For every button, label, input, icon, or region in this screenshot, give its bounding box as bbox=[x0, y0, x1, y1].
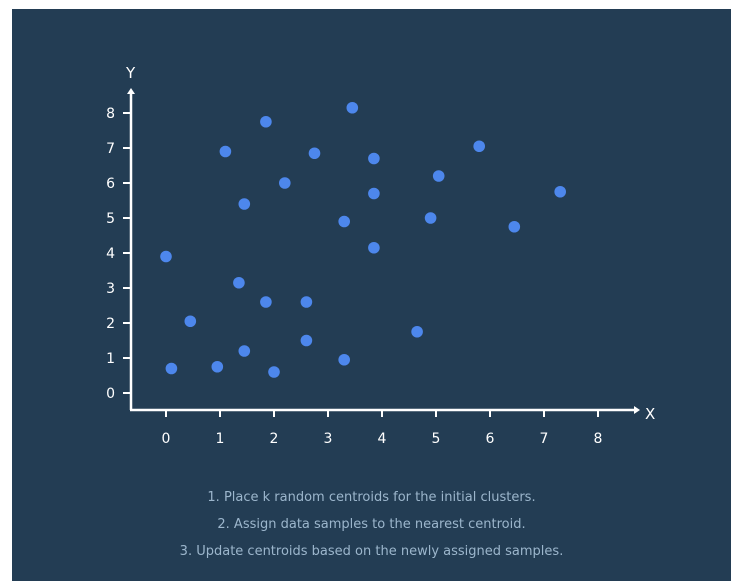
data-point bbox=[268, 366, 280, 378]
y-tick-label: 0 bbox=[106, 386, 115, 402]
x-tick-label: 5 bbox=[432, 431, 441, 447]
x-tick-label: 6 bbox=[486, 431, 495, 447]
data-point bbox=[473, 140, 486, 153]
data-point bbox=[300, 334, 313, 347]
x-tick-label: 1 bbox=[216, 431, 225, 447]
data-point bbox=[368, 152, 380, 165]
x-tick-label: 4 bbox=[378, 431, 387, 447]
data-point bbox=[411, 325, 423, 338]
data-point bbox=[260, 115, 272, 128]
data-point bbox=[300, 296, 313, 308]
y-tick-label: 2 bbox=[106, 316, 115, 332]
data-points bbox=[160, 101, 566, 378]
x-tick-label: 0 bbox=[162, 431, 171, 447]
data-point bbox=[219, 145, 232, 158]
data-point bbox=[368, 241, 380, 254]
x-tick-label: 2 bbox=[270, 431, 279, 447]
data-point bbox=[308, 147, 321, 160]
y-tick-label: 3 bbox=[106, 281, 115, 297]
y-tick-label: 5 bbox=[106, 211, 115, 227]
data-point bbox=[338, 215, 351, 228]
x-axis-title: X bbox=[645, 405, 655, 423]
data-point bbox=[346, 101, 359, 114]
data-point bbox=[238, 345, 251, 357]
y-axis-title: Y bbox=[125, 64, 136, 82]
data-point bbox=[508, 220, 521, 233]
axes: X Y bbox=[125, 64, 655, 423]
x-axis-arrow bbox=[634, 406, 640, 414]
y-tick-label: 4 bbox=[106, 246, 115, 262]
data-point bbox=[368, 187, 380, 200]
caption-step-1: 1. Place k random centroids for the init… bbox=[207, 490, 536, 505]
data-point bbox=[338, 353, 351, 366]
data-point bbox=[260, 296, 272, 308]
data-point bbox=[554, 185, 566, 198]
captions: 1. Place k random centroids for the init… bbox=[12, 484, 731, 565]
y-tick-label: 8 bbox=[106, 106, 115, 122]
x-tick-label: 3 bbox=[324, 431, 333, 447]
y-tick-label: 7 bbox=[106, 141, 115, 157]
data-point bbox=[424, 212, 437, 224]
y-axis-arrow bbox=[127, 88, 135, 94]
data-point bbox=[238, 198, 251, 210]
x-tick-label: 7 bbox=[540, 431, 549, 447]
data-point bbox=[279, 177, 291, 189]
y-tick-label: 1 bbox=[106, 351, 115, 367]
ticks: 0 1 2 3 4 5 6 7 8 0 1 2 3 4 5 6 7 8 bbox=[106, 106, 602, 447]
x-tick-label: 8 bbox=[594, 431, 603, 447]
data-point bbox=[432, 170, 445, 182]
data-point bbox=[184, 315, 197, 328]
data-point bbox=[160, 250, 172, 263]
data-point bbox=[165, 362, 178, 375]
data-point bbox=[233, 276, 245, 289]
caption-step-3: 3. Update centroids based on the newly a… bbox=[179, 544, 564, 559]
caption-step-2: 2. Assign data samples to the nearest ce… bbox=[217, 517, 526, 532]
y-tick-label: 6 bbox=[106, 176, 115, 192]
data-point bbox=[211, 360, 224, 373]
